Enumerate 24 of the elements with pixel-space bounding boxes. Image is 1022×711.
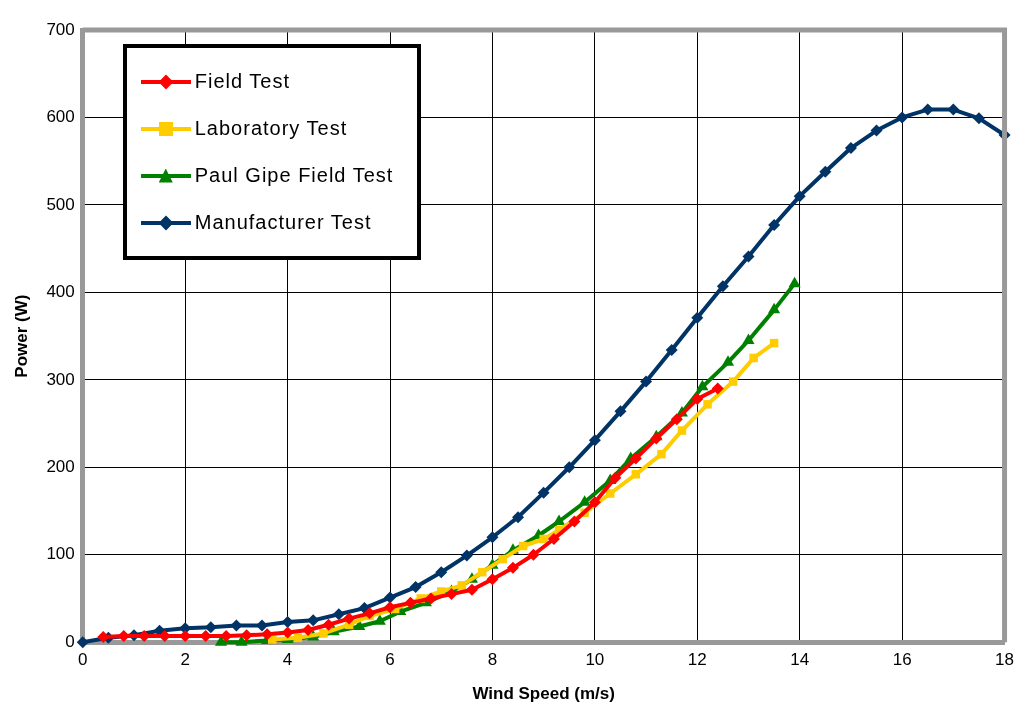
x-axis-title: Wind Speed (m/s) [472,684,615,704]
legend-label: Manufacturer Test [194,211,372,234]
legend-label: Laboratory Test [194,117,348,140]
x-tick-label: 0 [78,650,88,670]
x-tick-label: 4 [282,650,293,670]
x-tick-label: 8 [487,650,498,670]
x-tick-label: 16 [892,650,912,670]
legend-label: Field Test [194,70,290,93]
y-tick-label: 500 [46,194,75,214]
y-tick-label: 100 [46,544,75,564]
legend-label: Paul Gipe Field Test [194,164,394,187]
y-tick-label: 300 [46,369,75,389]
y-tick-label: 200 [46,456,75,476]
y-tick-label: 0 [65,631,75,651]
x-tick-label: 6 [385,650,395,670]
x-tick-label: 18 [995,650,1015,670]
x-tick-label: 2 [180,650,190,670]
y-tick-label: 600 [46,107,75,127]
x-tick-label: 10 [585,650,605,670]
y-axis-title: Power (W) [11,294,31,378]
y-tick-label: 400 [46,282,75,302]
x-tick-label: 14 [790,650,810,670]
x-tick-label: 12 [687,650,707,670]
y-tick-label: 700 [46,19,75,39]
